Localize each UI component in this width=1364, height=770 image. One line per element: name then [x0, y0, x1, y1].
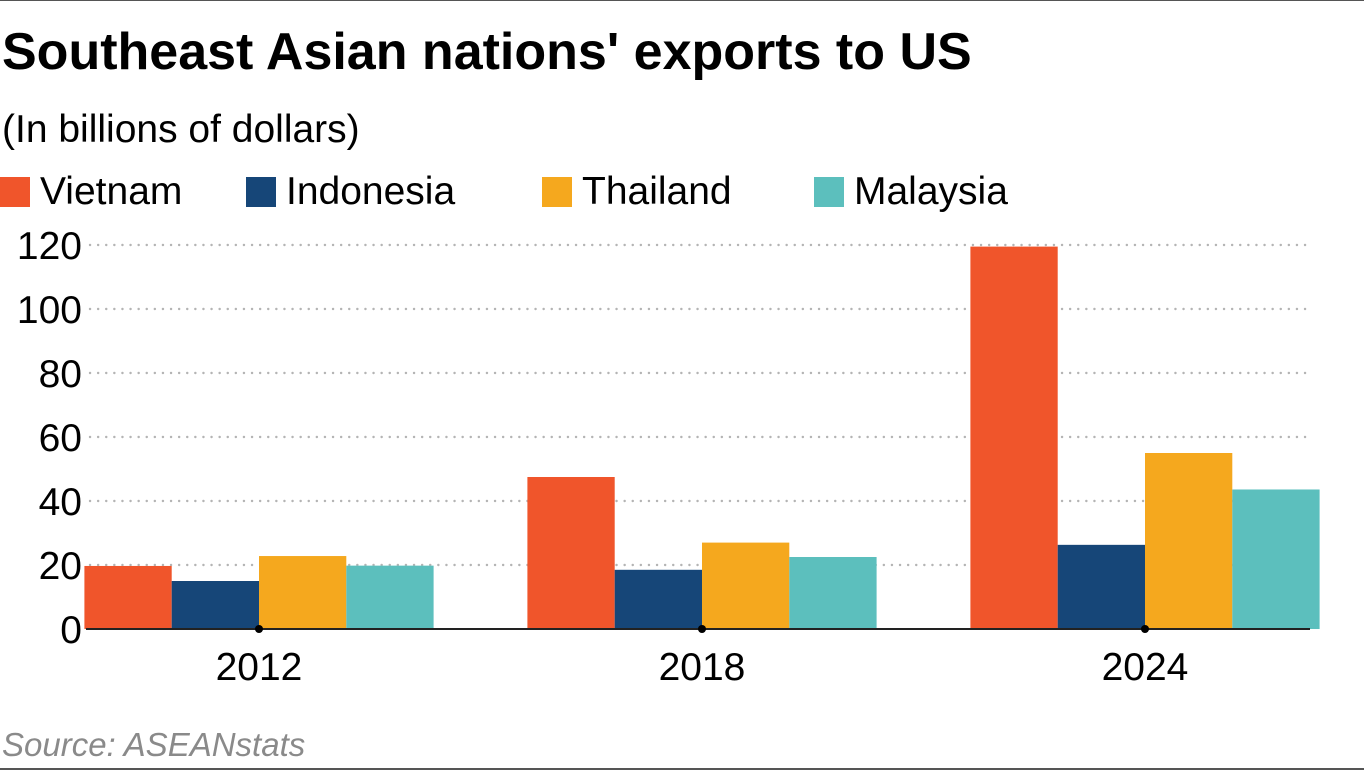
bar-thailand-2024	[1145, 453, 1233, 629]
chart-title: Southeast Asian nations' exports to US	[2, 23, 972, 81]
y-tick-label-100: 100	[17, 289, 82, 332]
chart-subtitle: (In billions of dollars)	[2, 108, 360, 151]
legend-item-indonesia: Indonesia	[246, 170, 455, 214]
bar-malaysia-2012	[346, 565, 434, 629]
legend-label-malaysia: Malaysia	[854, 170, 1008, 213]
bar-malaysia-2024	[1232, 489, 1320, 629]
frame-bottom-border	[0, 768, 1364, 770]
legend: Vietnam Indonesia Thailand Malaysia	[0, 170, 1100, 214]
legend-label-vietnam: Vietnam	[40, 170, 183, 213]
legend-swatch-indonesia	[246, 177, 276, 207]
bar-malaysia-2018	[789, 557, 877, 629]
y-tick-label-40: 40	[39, 481, 82, 524]
legend-swatch-thailand	[542, 177, 572, 207]
bar-vietnam-2024	[970, 246, 1058, 629]
legend-swatch-malaysia	[814, 177, 844, 207]
x-tick-label-2018: 2018	[659, 646, 746, 689]
legend-item-malaysia: Malaysia	[814, 170, 1008, 214]
legend-label-indonesia: Indonesia	[286, 170, 456, 213]
y-tick-label-0: 0	[60, 609, 82, 652]
y-tick-label-120: 120	[17, 225, 82, 268]
y-tick-label-20: 20	[39, 545, 82, 588]
bar-indonesia-2018	[614, 569, 702, 629]
source-note: Source: ASEANstats	[2, 726, 306, 763]
legend-label-thailand: Thailand	[582, 170, 732, 213]
bar-indonesia-2024	[1057, 544, 1145, 629]
frame-top-border	[0, 0, 1364, 1]
x-tick-mark-2012	[255, 625, 263, 633]
bar-indonesia-2012	[171, 581, 259, 629]
x-tick-label-2012: 2012	[216, 646, 303, 689]
x-tick-mark-2018	[698, 625, 706, 633]
bar-vietnam-2018	[527, 477, 615, 629]
x-tick-mark-2024	[1141, 625, 1149, 633]
y-tick-label-60: 60	[39, 417, 82, 460]
legend-item-vietnam: Vietnam	[0, 170, 182, 214]
bar-vietnam-2012	[84, 565, 172, 629]
bar-thailand-2012	[259, 556, 347, 629]
legend-swatch-vietnam	[0, 177, 30, 207]
bar-thailand-2018	[702, 542, 790, 629]
x-tick-label-2024: 2024	[1102, 646, 1189, 689]
legend-item-thailand: Thailand	[542, 170, 732, 214]
y-tick-label-80: 80	[39, 353, 82, 396]
